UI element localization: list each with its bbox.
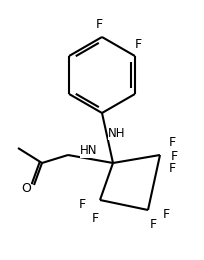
Text: F: F [162, 209, 170, 222]
Text: F: F [169, 136, 176, 149]
Text: F: F [91, 211, 99, 224]
Text: F: F [78, 198, 85, 211]
Text: HN: HN [80, 145, 97, 158]
Text: F: F [150, 218, 156, 231]
Text: F: F [169, 162, 176, 176]
Text: O: O [21, 183, 31, 196]
Text: F: F [134, 37, 141, 50]
Text: F: F [95, 18, 103, 31]
Text: F: F [170, 151, 177, 164]
Text: NH: NH [108, 127, 126, 140]
